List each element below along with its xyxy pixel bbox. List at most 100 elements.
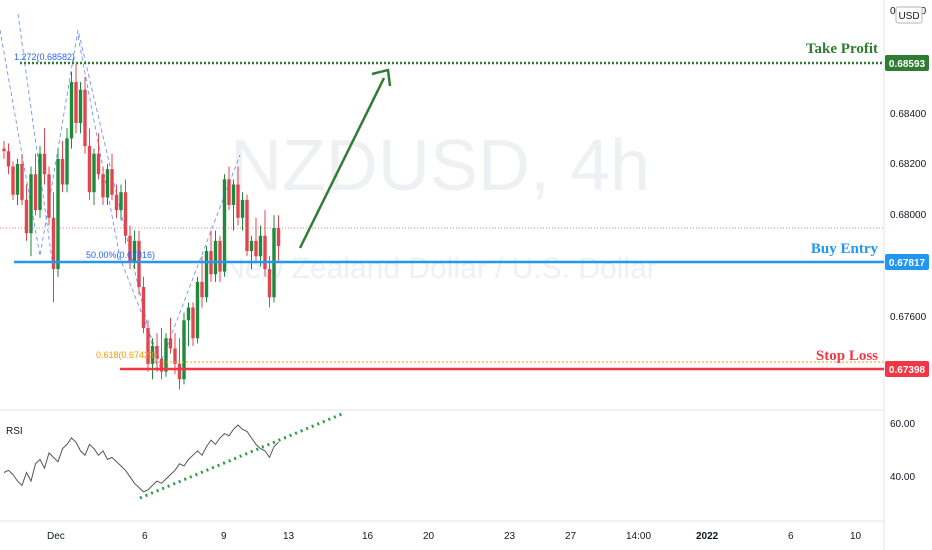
time-label: 9 bbox=[221, 531, 227, 542]
price-axis[interactable]: 0.68800 USD 0.68400 0.68200 0.68000 0.67… bbox=[885, 6, 929, 377]
candle-down bbox=[83, 89, 87, 147]
candle-down bbox=[155, 345, 159, 359]
candle-down bbox=[245, 199, 249, 252]
candle-down bbox=[227, 179, 231, 205]
time-axis[interactable]: Dec 6 9 13 16 20 23 27 14:00 2022 6 10 bbox=[47, 531, 862, 542]
candle-down bbox=[128, 235, 132, 262]
candle-down bbox=[60, 158, 65, 185]
time-label: 2022 bbox=[696, 531, 719, 542]
rsi-trend-line[interactable] bbox=[139, 412, 343, 500]
price-tick: 0.68400 bbox=[890, 109, 927, 120]
candle-up bbox=[69, 82, 74, 139]
rsi-tick: 60.00 bbox=[890, 419, 915, 430]
fib-50-label: 50.00%(0.67816) bbox=[86, 250, 155, 260]
candle-down bbox=[33, 174, 38, 211]
candle-down bbox=[254, 240, 258, 257]
candle-down bbox=[177, 363, 182, 380]
svg-text:0.68593: 0.68593 bbox=[889, 59, 926, 70]
candle-up bbox=[204, 251, 209, 298]
watermark-description: New Zealand Dollar / U.S. Dollar bbox=[223, 252, 657, 285]
take-profit-label: Take Profit bbox=[806, 41, 878, 57]
candle-up bbox=[213, 240, 218, 275]
candle-up bbox=[222, 179, 227, 272]
candle-up bbox=[186, 307, 191, 321]
candle-up bbox=[105, 169, 110, 198]
take-profit-price-marker: 0.68593 bbox=[885, 55, 929, 71]
candle-up bbox=[65, 138, 69, 185]
candle-up bbox=[78, 89, 83, 123]
candle-down bbox=[110, 169, 114, 195]
candle-down bbox=[236, 184, 240, 218]
time-label: 23 bbox=[504, 531, 516, 542]
candle-down bbox=[123, 192, 128, 236]
time-label: 20 bbox=[423, 531, 435, 542]
candle-down bbox=[263, 235, 267, 270]
price-tick: 0.67600 bbox=[890, 312, 927, 323]
candle-down bbox=[168, 338, 173, 349]
candle-up bbox=[258, 235, 263, 257]
svg-text:0.67817: 0.67817 bbox=[889, 258, 926, 269]
candle-up bbox=[38, 153, 42, 211]
candle-up bbox=[56, 158, 60, 270]
candle-down bbox=[6, 151, 11, 167]
candle-up bbox=[240, 199, 245, 218]
time-label: Dec bbox=[47, 531, 65, 542]
time-label: 13 bbox=[283, 531, 295, 542]
rsi-tick: 40.00 bbox=[890, 472, 915, 483]
buy-entry-label: Buy Entry bbox=[811, 241, 879, 257]
time-label: 6 bbox=[142, 531, 148, 542]
candle-up bbox=[249, 240, 254, 252]
time-label: 27 bbox=[565, 531, 577, 542]
candle-up bbox=[119, 192, 123, 211]
price-tick: 0.68000 bbox=[890, 210, 927, 221]
fib-trend-lines bbox=[0, 13, 241, 372]
candle-up bbox=[195, 281, 200, 339]
candle-up bbox=[29, 174, 33, 234]
candle-up bbox=[231, 184, 236, 205]
candle-down bbox=[137, 240, 141, 287]
candle-down bbox=[218, 240, 222, 272]
currency-badge[interactable]: USD bbox=[895, 6, 923, 24]
fib-1272-label: 1.272(0.68582) bbox=[14, 52, 75, 62]
rsi-line bbox=[3, 424, 279, 493]
stop-loss-price-marker: 0.67398 bbox=[885, 361, 929, 377]
time-label: 16 bbox=[362, 531, 374, 542]
time-label: 10 bbox=[850, 531, 862, 542]
candle-down bbox=[267, 269, 272, 298]
candle-up bbox=[132, 240, 137, 262]
candle-down bbox=[24, 199, 29, 234]
candle-down bbox=[47, 174, 51, 218]
time-label: 6 bbox=[788, 531, 794, 542]
candle-down bbox=[114, 194, 119, 211]
candle-up bbox=[164, 338, 168, 372]
rsi-label: RSI bbox=[6, 426, 23, 437]
candle-down bbox=[42, 153, 47, 175]
candle-up bbox=[150, 345, 155, 364]
candle-down bbox=[51, 217, 56, 270]
target-arrow[interactable] bbox=[298, 68, 392, 249]
candle-down bbox=[96, 153, 101, 175]
candle-down bbox=[276, 228, 281, 246]
candle-up bbox=[182, 320, 186, 380]
candle-down bbox=[87, 146, 92, 193]
watermark-symbol: NZDUSD, 4h bbox=[230, 126, 650, 206]
svg-text:0.67398: 0.67398 bbox=[889, 365, 926, 376]
candle-up bbox=[92, 153, 96, 193]
candle-down bbox=[101, 174, 105, 198]
candle-down bbox=[173, 348, 177, 364]
candle-down bbox=[141, 287, 146, 328]
price-tick: 0.68200 bbox=[890, 159, 927, 170]
candle-up bbox=[15, 164, 20, 195]
fib-618-label: 0.618(0.67423) bbox=[96, 350, 157, 360]
candle-down bbox=[74, 82, 78, 123]
candle-down bbox=[20, 164, 24, 200]
stop-loss-label: Stop Loss bbox=[816, 348, 878, 364]
candlestick-series bbox=[2, 64, 281, 390]
candle-down bbox=[2, 148, 6, 152]
buy-entry-price-marker: 0.67817 bbox=[885, 254, 929, 270]
candle-down bbox=[11, 166, 15, 195]
candle-down bbox=[191, 307, 195, 339]
time-label: 14:00 bbox=[626, 531, 651, 542]
candle-down bbox=[159, 358, 164, 372]
